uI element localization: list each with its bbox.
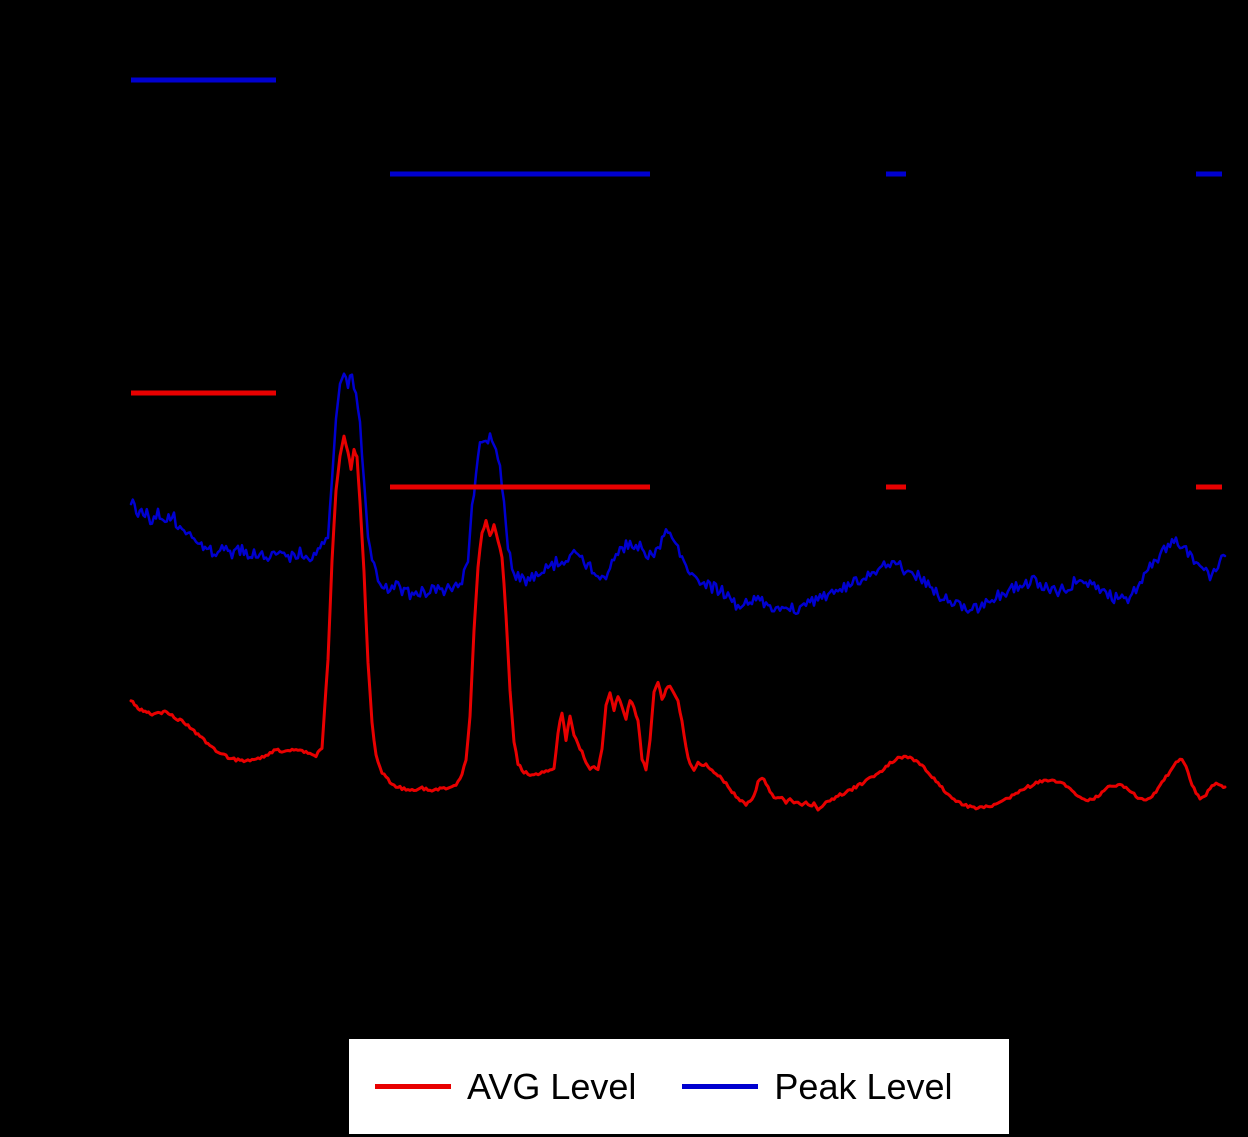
- legend-item-peak-level: Peak Level: [682, 1065, 953, 1107]
- legend-item-avg-level: AVG Level: [375, 1065, 637, 1107]
- peak-level-line-icon: [682, 1084, 759, 1089]
- legend-label-avg-level: AVG Level: [467, 1065, 637, 1107]
- legend-label-peak-level: Peak Level: [774, 1065, 953, 1107]
- trace-avg-level: [129, 434, 1227, 812]
- trace-peak-level: [129, 372, 1227, 616]
- avg-level-line-icon: [375, 1084, 451, 1089]
- legend: AVG Level Peak Level: [348, 1038, 1010, 1135]
